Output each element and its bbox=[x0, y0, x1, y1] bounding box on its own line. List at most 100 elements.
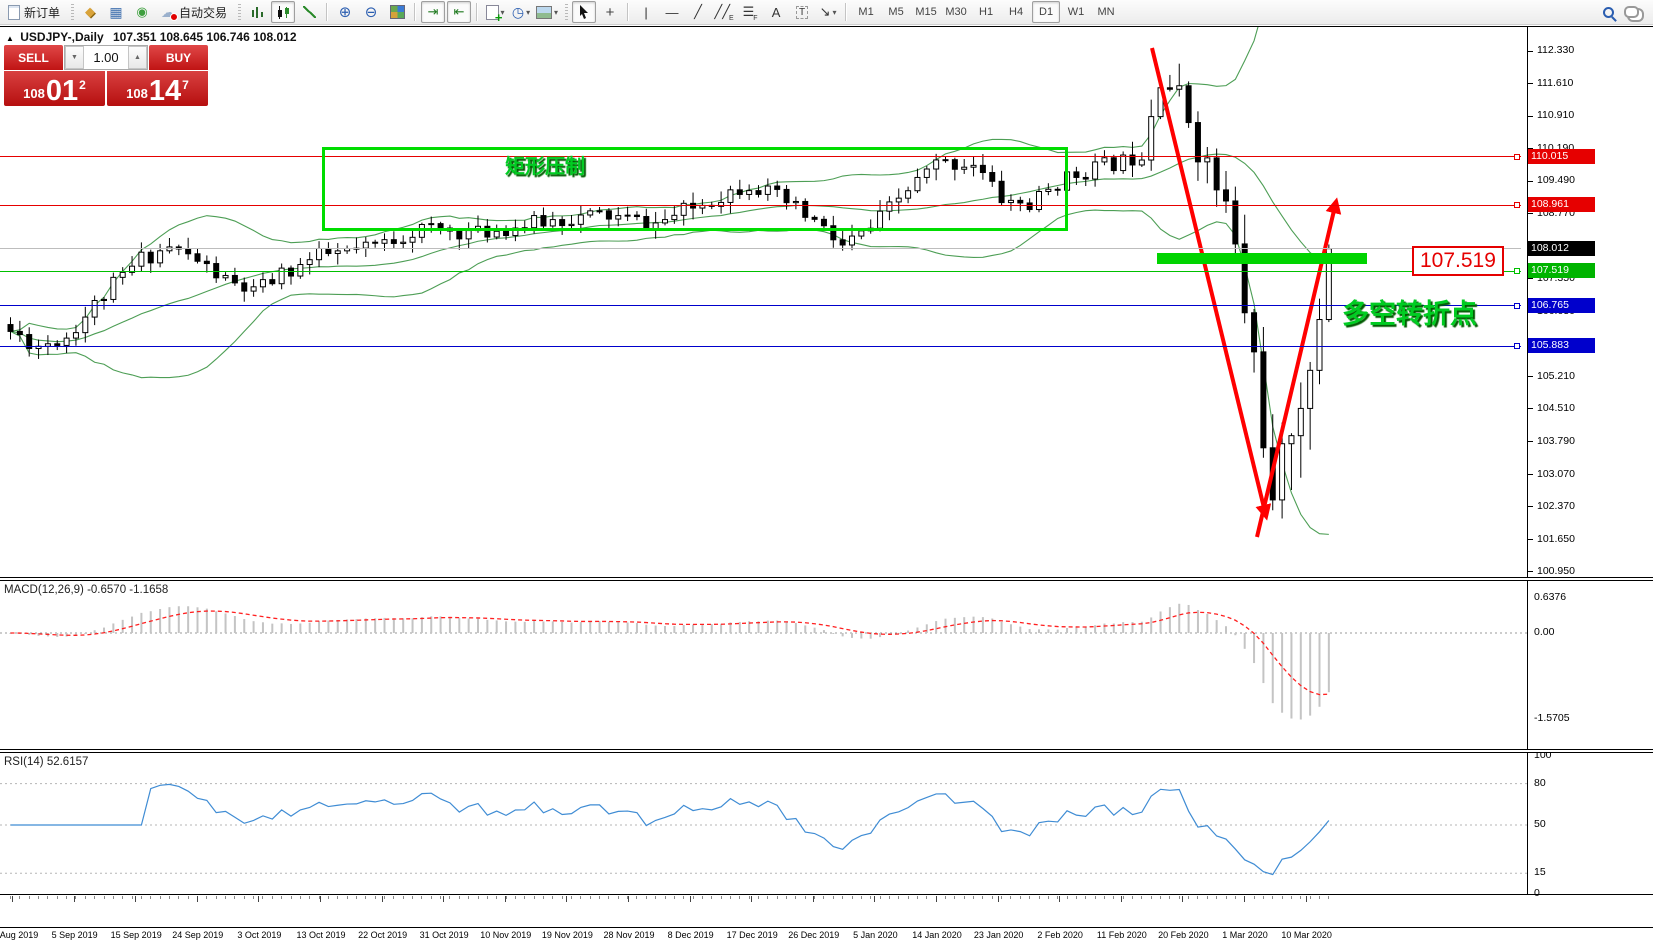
volume-increase-button[interactable]: ▲ bbox=[128, 46, 147, 69]
date-label[interactable]: 26 Dec 2019 bbox=[788, 930, 840, 940]
blue-horizontal-line[interactable] bbox=[0, 305, 1521, 307]
templates-button[interactable]: ▾ bbox=[535, 1, 559, 23]
buy-button[interactable]: BUY bbox=[149, 45, 208, 70]
price-level-label-110.015: 110.015 bbox=[1528, 148, 1595, 164]
zoom-in-button[interactable]: ⊕ bbox=[333, 1, 357, 23]
date-tick-minor bbox=[374, 896, 376, 899]
red-horizontal-line[interactable] bbox=[0, 204, 1521, 206]
date-label[interactable]: 2 Feb 2020 bbox=[1037, 930, 1083, 940]
timeframe-d1-button[interactable]: D1 bbox=[1032, 1, 1061, 23]
macd-pane-separator[interactable] bbox=[0, 577, 1653, 581]
autotrading-button[interactable]: ☁ 自动交易 bbox=[156, 1, 232, 23]
date-label[interactable]: 17 Dec 2019 bbox=[726, 930, 778, 940]
date-tick-minor bbox=[365, 896, 367, 899]
trendline-tool[interactable]: ╱ bbox=[686, 1, 710, 23]
date-label[interactable]: 23 Jan 2020 bbox=[973, 930, 1024, 940]
indicators-button[interactable]: ▾ bbox=[483, 1, 507, 25]
tile-windows-icon bbox=[389, 5, 405, 19]
main-price-chart[interactable] bbox=[0, 27, 1527, 577]
vertical-line-tool[interactable]: | bbox=[634, 1, 658, 23]
tile-windows-button[interactable] bbox=[385, 1, 409, 23]
chart-shift-toggle[interactable]: ⇤ bbox=[447, 1, 472, 23]
chat-icon[interactable] bbox=[1624, 6, 1639, 18]
candlestick-chart-button[interactable] bbox=[271, 1, 296, 23]
date-label[interactable]: 15 Sep 2019 bbox=[110, 930, 162, 940]
date-label[interactable]: 28 Nov 2019 bbox=[603, 930, 655, 940]
date-label[interactable]: 3 Oct 2019 bbox=[237, 930, 282, 940]
timeframe-m1-button[interactable]: M1 bbox=[858, 6, 874, 18]
toolbar-grip[interactable] bbox=[71, 4, 75, 20]
red-horizontal-line[interactable] bbox=[0, 156, 1521, 158]
new-order-button[interactable]: 新订单 bbox=[3, 1, 65, 23]
price-tick-mark bbox=[1528, 539, 1533, 541]
chart-window-button[interactable]: ▦ bbox=[104, 1, 128, 23]
toolbar-right-group bbox=[1603, 6, 1645, 18]
timeframe-h4-button[interactable]: H4 bbox=[1009, 6, 1024, 18]
rsi-pane-separator[interactable] bbox=[0, 749, 1653, 753]
date-tick-minor bbox=[440, 896, 442, 899]
rsi-axis-label: 15 bbox=[1534, 866, 1546, 879]
timeframe-h1-button[interactable]: H1 bbox=[979, 6, 994, 18]
date-label[interactable]: 5 Jan 2020 bbox=[853, 930, 898, 940]
resistance-rectangle[interactable] bbox=[322, 147, 1068, 231]
one-click-panel-toggle-icon[interactable]: ▲ bbox=[6, 34, 14, 43]
timeframe-mn-button[interactable]: MN bbox=[1097, 6, 1115, 18]
date-label[interactable]: 13 Oct 2019 bbox=[296, 930, 346, 940]
channel-tool[interactable]: ╱╱ E bbox=[712, 1, 736, 23]
date-label[interactable]: 10 Nov 2019 bbox=[480, 930, 532, 940]
horizontal-line-tool[interactable]: — bbox=[660, 1, 684, 23]
timeframe-m5-button[interactable]: M5 bbox=[888, 6, 904, 18]
fibonacci-tool[interactable]: ☰ F bbox=[738, 1, 762, 23]
date-label[interactable]: 11 Feb 2020 bbox=[1096, 930, 1147, 940]
date-label[interactable]: 22 Oct 2019 bbox=[358, 930, 408, 940]
date-label[interactable]: 8 Dec 2019 bbox=[667, 930, 714, 940]
metaeditor-button[interactable]: ◆ bbox=[78, 1, 102, 23]
crosshair-tool-button[interactable]: + bbox=[598, 1, 622, 23]
blue-horizontal-line[interactable] bbox=[0, 345, 1521, 347]
date-label[interactable]: 10 Mar 2020 bbox=[1281, 930, 1332, 940]
timeframe-m30-button[interactable]: M30 bbox=[945, 6, 967, 18]
date-label[interactable]: 20 Feb 2020 bbox=[1158, 930, 1209, 940]
signals-button[interactable]: ◉ bbox=[130, 1, 154, 23]
toolbar-grip[interactable] bbox=[238, 4, 242, 20]
label-tool[interactable]: T bbox=[790, 1, 814, 23]
sell-price-button[interactable]: 108 01 2 bbox=[4, 71, 105, 106]
rectangle-annotation-text[interactable]: 矩形压制 bbox=[505, 156, 585, 178]
line-chart-button[interactable] bbox=[297, 1, 321, 23]
date-tick-minor bbox=[47, 896, 49, 899]
cursor-tool-button[interactable] bbox=[572, 1, 597, 23]
rsi-indicator-chart[interactable] bbox=[0, 753, 1527, 894]
macd-indicator-chart[interactable] bbox=[0, 581, 1527, 749]
chevron-down-icon: ▾ bbox=[526, 7, 531, 17]
support-highlight-bar[interactable] bbox=[1157, 253, 1367, 264]
turning-point-annotation-text[interactable]: 多空转折点 bbox=[1342, 299, 1477, 329]
timeframe-m15-button[interactable]: M15 bbox=[915, 6, 937, 18]
date-label[interactable]: 27 Aug 2019 bbox=[0, 930, 39, 940]
buy-price-button[interactable]: 108 14 7 bbox=[107, 71, 208, 106]
date-label[interactable]: 5 Sep 2019 bbox=[51, 930, 98, 940]
volume-value[interactable]: 1.00 bbox=[93, 50, 119, 65]
volume-decrease-button[interactable]: ▼ bbox=[65, 46, 84, 69]
sell-button[interactable]: SELL bbox=[4, 45, 63, 70]
arrows-tool[interactable]: ↘ ▾ bbox=[816, 1, 840, 23]
bollinger-bands bbox=[10, 27, 1330, 535]
periods-button[interactable]: ◷ ▾ bbox=[509, 1, 533, 23]
text-tool[interactable]: A bbox=[764, 1, 788, 23]
date-label[interactable]: 31 Oct 2019 bbox=[419, 930, 469, 940]
zoom-out-button[interactable]: ⊖ bbox=[359, 1, 383, 23]
support-price-callout[interactable]: 107.519 bbox=[1412, 246, 1504, 276]
toolbar-grip[interactable] bbox=[565, 4, 569, 20]
timeframe-w1-button[interactable]: W1 bbox=[1067, 6, 1085, 18]
auto-scroll-toggle[interactable]: ⇥ bbox=[421, 1, 446, 23]
search-icon[interactable] bbox=[1603, 6, 1614, 18]
bar-chart-button[interactable] bbox=[245, 1, 269, 23]
date-label[interactable]: 19 Nov 2019 bbox=[541, 930, 593, 940]
green-horizontal-line[interactable] bbox=[0, 270, 1521, 272]
current-horizontal-line[interactable] bbox=[0, 248, 1521, 250]
date-tick-minor bbox=[701, 896, 703, 899]
date-label[interactable]: 14 Jan 2020 bbox=[912, 930, 962, 940]
date-label[interactable]: 24 Sep 2019 bbox=[172, 930, 224, 940]
date-tick-minor bbox=[748, 896, 750, 899]
date-label[interactable]: 1 Mar 2020 bbox=[1222, 930, 1268, 940]
date-tick-minor bbox=[1150, 896, 1152, 899]
